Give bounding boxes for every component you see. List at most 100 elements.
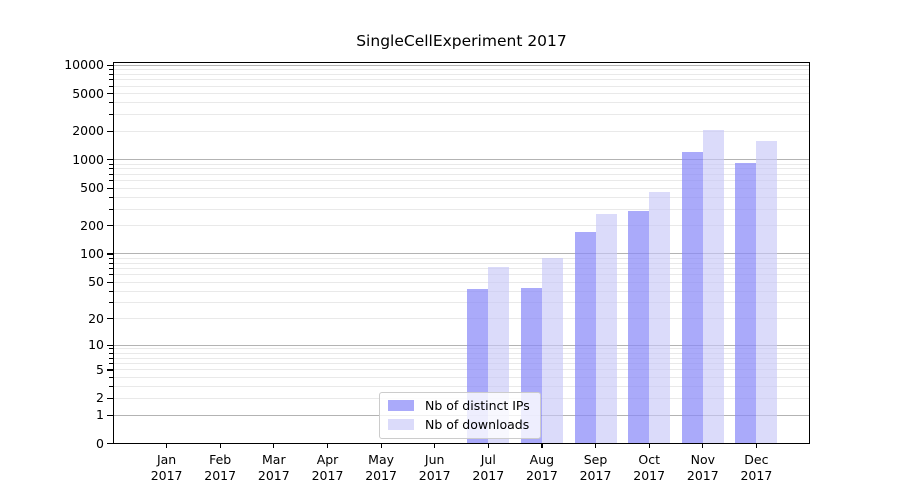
bar-downloads-nov [702,130,724,443]
y-minor-tick [109,180,113,182]
minor-gridline [114,386,809,388]
x-tick-label: Jun 2017 [407,452,463,484]
y-minor-tick [109,257,113,259]
y-tick [107,253,113,255]
x-tick [487,443,489,448]
y-minor-tick [109,386,113,388]
minor-gridline [114,114,809,116]
x-tick-label: Jan 2017 [139,452,195,484]
x-tick-year: 2017 [633,468,666,483]
minor-gridline [114,225,809,227]
x-tick-month: Dec [744,452,769,467]
minor-gridline [114,168,809,170]
x-tick-month: Sep [583,452,608,467]
minor-gridline [114,267,809,269]
x-tick-label: Dec 2017 [728,452,784,484]
bar-distinct-ips-nov [681,152,703,443]
minor-gridline [114,73,809,75]
x-tick-year: 2017 [418,468,451,483]
minor-gridline [114,376,809,378]
y-tick-label: 5000 [72,85,104,101]
x-tick [648,443,650,448]
minor-gridline [114,163,809,165]
x-tick-label: Jul 2017 [460,452,516,484]
y-minor-tick [109,208,113,210]
legend-label-distinct-ips: Nb of distinct IPs [425,398,530,413]
y-tick-label: 0 [96,435,104,451]
minor-gridline [114,257,809,259]
y-tick [107,93,113,95]
y-minor-tick [109,168,113,170]
minor-gridline [114,369,809,371]
y-tick-label: 20 [88,310,104,326]
y-minor-tick [109,114,113,116]
x-tick-year: 2017 [472,468,505,483]
minor-gridline [114,208,809,210]
y-tick [107,130,113,132]
y-tick-label: 200 [80,217,104,233]
bar-downloads-oct [649,192,671,443]
major-gridline [114,344,809,346]
y-minor-tick [109,163,113,165]
minor-gridline [114,357,809,359]
y-minor-tick [109,376,113,378]
y-minor-tick [109,196,113,198]
y-tick [107,414,113,416]
y-minor-tick [109,290,113,292]
y-minor-tick [109,302,113,303]
minor-gridline [114,318,809,319]
minor-gridline [114,290,809,292]
minor-gridline [114,352,809,354]
x-tick-year: 2017 [579,468,612,483]
minor-gridline [114,281,809,283]
y-tick [107,159,113,161]
y-tick [107,397,113,400]
y-tick-label: 2000 [72,123,104,139]
y-tick-label: 100 [80,245,104,261]
x-tick-label: Nov 2017 [675,452,731,484]
minor-gridline [114,130,809,132]
bar-distinct-ips-dec [735,162,757,443]
x-tick [219,443,221,448]
y-tick-label: 5 [96,361,104,377]
y-minor-tick [109,73,113,75]
x-tick [755,443,758,448]
x-tick-month: Aug [529,452,555,467]
x-tick-label: Oct 2017 [621,452,677,484]
y-tick-label: 10000 [64,57,104,73]
x-tick-label: Aug 2017 [514,452,570,484]
x-tick-month: Mar [262,452,286,467]
x-tick [702,443,704,448]
minor-gridline [114,102,809,104]
x-tick [434,443,436,448]
bar-distinct-ips-oct [628,211,650,443]
y-minor-tick [109,267,113,269]
x-tick-year: 2017 [525,468,558,483]
major-gridline [114,253,809,255]
y-minor-tick [109,102,113,104]
y-tick [107,443,113,445]
x-tick-month: May [368,452,395,467]
y-minor-tick [109,69,113,70]
x-tick-month: Jun [424,452,445,467]
x-tick-year: 2017 [365,468,397,483]
x-tick-year: 2017 [740,468,773,483]
bar-distinct-ips-sep [574,231,596,443]
x-tick-year: 2017 [257,468,290,483]
minor-gridline [114,187,809,189]
bar-downloads-aug [541,258,563,443]
minor-gridline [114,79,809,81]
x-tick [273,443,275,448]
x-tick-label: Apr 2017 [300,452,356,484]
bar-downloads-sep [595,213,617,443]
y-minor-tick [109,348,113,350]
x-tick-month: Jan [156,452,177,467]
y-minor-tick [109,262,113,264]
y-tick [107,225,113,227]
minor-gridline [114,180,809,182]
y-minor-tick [109,79,113,81]
x-tick-month: Oct [638,452,660,467]
y-minor-tick [109,173,113,175]
x-tick-label: Mar 2017 [246,452,302,484]
